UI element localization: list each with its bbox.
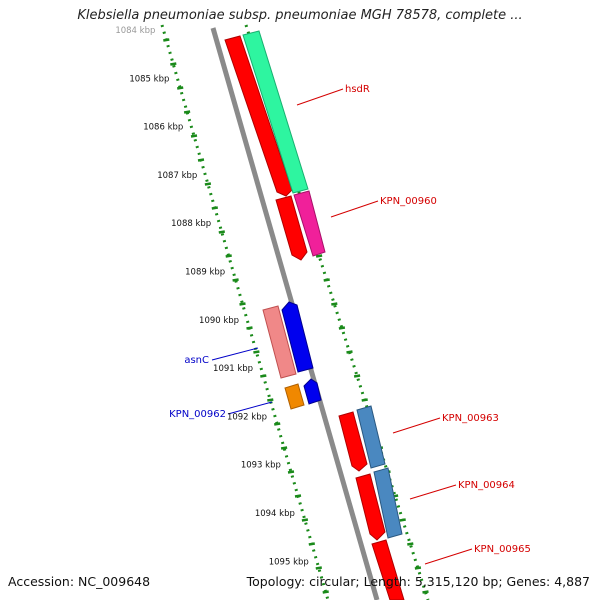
map-title: Klebsiella pneumoniae subsp. pneumoniae …: [77, 8, 523, 23]
track-tick: [308, 542, 316, 546]
accession-text: Accession: NC_009648: [8, 574, 151, 589]
gene-kpn00965-red[interactable]: [371, 539, 405, 600]
scale-label: 1084 kbp: [115, 26, 155, 36]
track-tick: [225, 254, 232, 258]
track-tick: [218, 230, 226, 234]
scale-label: 1085 kbp: [129, 74, 169, 84]
scale-label: 1086 kbp: [143, 123, 183, 133]
track-tick: [322, 590, 329, 594]
track-tick: [176, 86, 184, 90]
track-tick: [190, 134, 198, 138]
label-hsdR[interactable]: hsdR: [345, 84, 370, 95]
track-tick: [197, 158, 205, 162]
scale-label: 1090 kbp: [199, 316, 239, 326]
track-tick: [323, 278, 330, 282]
scale-label: 1091 kbp: [213, 364, 253, 374]
scale-label: 1088 kbp: [171, 219, 211, 229]
gene-kpn00963-steel[interactable]: [356, 405, 386, 469]
label-kpn00963[interactable]: KPN_00963: [442, 413, 499, 424]
track-tick: [253, 350, 260, 354]
label-kpn00962[interactable]: KPN_00962: [169, 409, 226, 420]
gene-blue-2[interactable]: [303, 378, 322, 405]
scale-label: 1094 kbp: [255, 509, 295, 519]
track-tick: [407, 542, 414, 546]
track-tick: [170, 62, 177, 66]
track-tick: [183, 110, 191, 114]
track-tick: [211, 206, 219, 210]
track-tick: [163, 38, 170, 42]
track-tick: [361, 398, 368, 402]
label-leaders: [211, 88, 473, 565]
track-tick: [338, 326, 346, 330]
scale-label: 1089 kbp: [185, 268, 225, 278]
track-tick: [315, 254, 323, 258]
track-tick: [301, 518, 309, 522]
gene-hsdR-green[interactable]: [242, 30, 309, 194]
track-tick: [287, 470, 295, 474]
label-kpn00964[interactable]: KPN_00964: [458, 480, 515, 491]
track-tick: [260, 374, 267, 378]
left-track-line: [160, 24, 330, 600]
label-kpn00965[interactable]: KPN_00965: [474, 544, 531, 555]
track-tick: [280, 446, 288, 450]
track-tick: [346, 350, 353, 354]
track-tick: [414, 566, 422, 570]
label-asnC[interactable]: asnC: [184, 355, 209, 366]
track-tick: [399, 518, 406, 522]
genome-summary-text: Topology: circular; Length: 5,315,120 bp…: [246, 574, 590, 589]
genes: [224, 30, 405, 600]
label-kpn00960[interactable]: KPN_00960: [380, 196, 437, 207]
gene-asnC-pink[interactable]: [262, 305, 297, 379]
scale-label: 1093 kbp: [241, 461, 281, 471]
track-tick: [294, 494, 302, 498]
track-tick: [331, 302, 338, 306]
track-tick: [232, 278, 239, 282]
gene-kpn00960-red[interactable]: [275, 195, 308, 261]
scale-label: 1087 kbp: [157, 171, 197, 181]
scale-label: 1095 kbp: [269, 557, 309, 567]
right-track-line: [244, 24, 430, 600]
track-tick: [239, 302, 246, 306]
gene-kpn00962-orange[interactable]: [284, 383, 305, 410]
gene-kpn00964-red[interactable]: [355, 473, 386, 541]
gene-hsdR-red[interactable]: [224, 35, 293, 197]
scale-labels: 1084 kbp 1085 kbp 1086 kbp 1087 kbp 1088 kbp…: [115, 26, 308, 567]
gene-kpn00960-magenta[interactable]: [293, 190, 326, 257]
gene-kpn00964-steel[interactable]: [373, 467, 403, 539]
track-tick: [204, 182, 212, 186]
track-tick: [246, 326, 253, 330]
scale-label: 1092 kbp: [227, 412, 267, 422]
gene-blue-1[interactable]: [281, 301, 314, 373]
track-tick: [422, 590, 429, 594]
track-tick: [315, 566, 323, 570]
track-tick: [353, 374, 361, 378]
track-tick: [273, 422, 281, 426]
track-tick: [267, 398, 274, 402]
gene-kpn00963-red[interactable]: [338, 411, 368, 472]
